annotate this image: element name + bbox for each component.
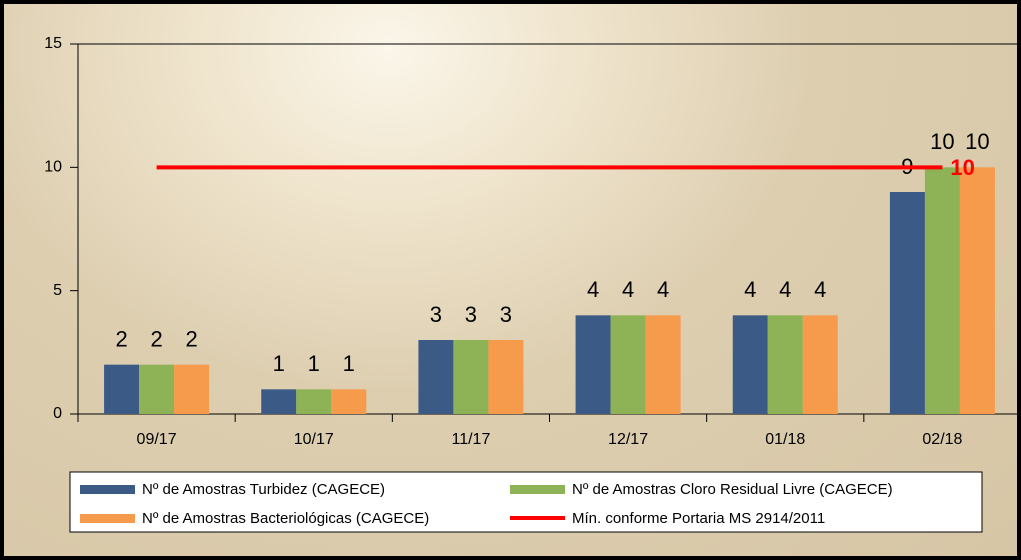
bar [732,315,768,414]
bar [174,364,210,414]
data-label: 3 [500,302,512,327]
legend-box [69,471,983,533]
legend-label: Mín. conforme Portaria MS 2914/2011 [572,510,825,527]
data-label: 2 [185,326,197,351]
x-tick-label: 09/17 [137,431,177,448]
data-label: 10 [950,155,974,180]
bar [767,315,803,414]
legend-label: Nº de Amostras Bacteriológicas (CAGECE) [142,510,429,527]
bar [418,340,454,414]
x-tick-label: 10/17 [294,431,334,448]
x-tick-label: 12/17 [608,431,648,448]
bar [924,167,960,414]
bar [331,389,367,414]
bar [802,315,838,414]
legend-label: Nº de Amostras Turbidez (CAGECE) [142,481,385,498]
y-tick-label: 15 [44,35,62,52]
data-label: 2 [150,326,162,351]
data-label: 3 [465,302,477,327]
data-label: 1 [273,351,285,376]
chart: 0 5 10 15 09/17 10/17 11/17 12/17 01/18 02/18 2 1 3 4… [44,35,1017,533]
x-tick-label: 11/17 [451,431,490,448]
bar [104,364,140,414]
bar [488,340,524,414]
bar [296,389,332,414]
y-tick-label: 5 [53,282,62,299]
x-tick-label: 01/18 [765,431,805,448]
x-tick-label: 02/18 [922,431,962,448]
data-label: 10 [965,129,989,154]
y-tick-label: 10 [44,159,62,176]
data-label: 1 [308,351,320,376]
data-label: 4 [744,277,756,302]
bar [889,192,925,414]
data-label: 2 [115,326,127,351]
data-label: 4 [587,277,599,302]
data-label: 4 [657,277,669,302]
legend-swatch [80,485,135,494]
bar [645,315,681,414]
data-label: 10 [930,129,954,154]
legend-label: Nº de Amostras Cloro Residual Livre (CAG… [572,481,893,498]
bar [959,167,995,414]
data-label: 4 [779,277,791,302]
data-label: 1 [343,351,355,376]
bar [575,315,611,414]
data-label: 4 [814,277,826,302]
legend-swatch [80,514,135,523]
bar [139,364,175,414]
legend-swatch [510,485,565,494]
bar [453,340,489,414]
y-tick-label: 0 [53,405,62,422]
data-label: 3 [430,302,442,327]
bar [261,389,297,414]
data-label: 4 [622,277,634,302]
bar [610,315,646,414]
